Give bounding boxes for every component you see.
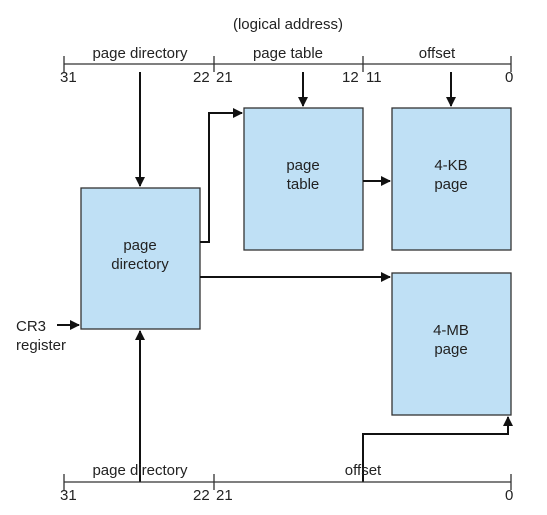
bottom-field-page-directory: page directory	[92, 462, 188, 479]
page-directory-label-2: directory	[111, 256, 169, 273]
arrow-bottom-offset-to-4mb	[362, 416, 513, 482]
top-field-page-directory: page directory	[92, 45, 188, 62]
top-address-bar	[63, 56, 512, 72]
page-directory-label-1: page	[123, 237, 156, 254]
top-bit-11: 11	[366, 69, 382, 86]
top-bit-22: 22	[193, 69, 210, 86]
page-4mb-box	[391, 272, 512, 416]
page-4mb-label-2: page	[434, 341, 467, 358]
page-table-label-1: page	[286, 157, 319, 174]
logical-address-caption: (logical address)	[233, 16, 343, 33]
bottom-bit-22: 22	[193, 487, 210, 504]
bottom-bit-21: 21	[216, 487, 233, 504]
page-4kb-label-2: page	[434, 176, 467, 193]
top-field-page-table: page table	[253, 45, 323, 62]
arrow-directory-to-table	[200, 108, 243, 243]
top-bit-31: 31	[60, 69, 77, 86]
top-field-offset: offset	[419, 45, 456, 62]
bottom-address-bar	[63, 474, 512, 490]
page-directory-box	[80, 187, 201, 330]
bottom-bit-0: 0	[505, 487, 513, 504]
cr3-label-1: CR3	[16, 318, 46, 335]
page-table-box	[243, 107, 364, 251]
top-bit-12: 12	[342, 69, 359, 86]
bottom-field-offset: offset	[345, 462, 382, 479]
bottom-bit-31: 31	[60, 487, 77, 504]
cr3-label-2: register	[16, 337, 66, 354]
page-4mb-label-1: 4-MB	[433, 322, 469, 339]
top-bit-0: 0	[505, 69, 513, 86]
page-4kb-box	[391, 107, 512, 251]
page-table-label-2: table	[287, 176, 320, 193]
top-bit-21: 21	[216, 69, 233, 86]
page-4kb-label-1: 4-KB	[434, 157, 467, 174]
